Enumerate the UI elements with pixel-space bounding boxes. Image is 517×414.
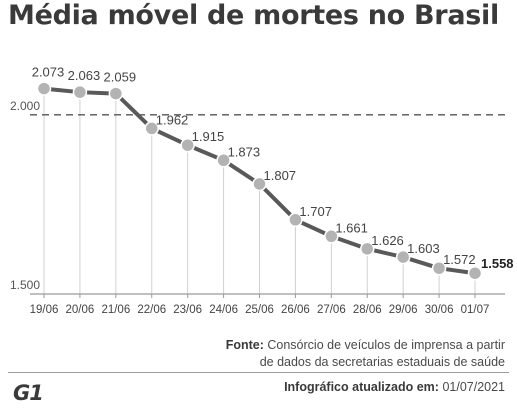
- data-label-28/06: 1.626: [371, 233, 404, 248]
- x-tick-label-19/06: 19/06: [30, 304, 59, 316]
- source-note: Fonte: Consórcio de veículos de imprensa…: [226, 337, 505, 371]
- footer-divider: [8, 372, 509, 373]
- x-tick-label-28/06: 28/06: [353, 304, 382, 316]
- data-point-25/06: [252, 176, 267, 192]
- data-label-30/06: 1.572: [443, 252, 476, 267]
- line-chart: 2.000 1.500 19/06 20/06 21/06 22/06 23/06 24/0…: [10, 65, 514, 316]
- data-point-19/06: [36, 81, 52, 96]
- x-axis-ticks: 19/06 20/06 21/06 22/06 23/06 24/06 25/06 26/06…: [30, 294, 490, 316]
- data-label-26/06: 1.707: [299, 204, 332, 219]
- chart-title: Média móvel de mortes no Brasil: [8, 0, 499, 31]
- data-point-24/06: [216, 153, 231, 168]
- y-axis-ticks: 2.000 1.500: [10, 99, 40, 292]
- data-label-23/06: 1.915: [192, 129, 225, 144]
- x-tick-label-27/06: 27/06: [317, 304, 346, 316]
- data-point-23/06: [180, 137, 195, 153]
- y-tick-label: 1.500: [10, 278, 40, 292]
- vertical-gridlines: [43, 88, 476, 294]
- x-tick-label-24/06: 24/06: [209, 304, 238, 316]
- source-line-1: Consórcio de veículos de imprensa a part…: [267, 338, 505, 352]
- x-tick-label-23/06: 23/06: [173, 304, 202, 316]
- x-tick-label-01/07: 01/07: [461, 304, 490, 316]
- data-point-01/07: [467, 265, 483, 281]
- data-point-20/06: [72, 84, 88, 100]
- data-label-29/06: 1.603: [407, 241, 440, 256]
- data-point-21/06: [108, 86, 124, 101]
- source-label: Fonte:: [225, 338, 264, 352]
- update-label: Infográfico atualizado em:: [284, 380, 439, 394]
- data-point-30/06: [431, 260, 447, 276]
- update-note: Infográfico atualizado em: 01/07/2021: [284, 380, 505, 394]
- data-label-27/06: 1.661: [335, 220, 368, 235]
- x-tick-label-25/06: 25/06: [245, 304, 274, 316]
- data-label-20/06: 2.063: [68, 68, 101, 83]
- x-tick-label-29/06: 29/06: [389, 304, 418, 316]
- data-label-01/07: 1.558: [481, 256, 514, 271]
- data-points: [36, 81, 483, 281]
- data-label-22/06: 1.962: [156, 112, 189, 127]
- data-label-21/06: 2.059: [104, 70, 137, 85]
- update-date: 01/07/2021: [442, 380, 505, 394]
- data-point-26/06: [288, 212, 303, 228]
- data-point-28/06: [360, 241, 375, 257]
- x-tick-label-30/06: 30/06: [425, 304, 454, 316]
- data-label-19/06: 2.073: [32, 65, 65, 80]
- x-tick-label-20/06: 20/06: [66, 304, 95, 316]
- g1-logo: G1: [13, 381, 44, 405]
- data-label-25/06: 1.807: [264, 168, 297, 183]
- x-tick-label-21/06: 21/06: [101, 304, 130, 316]
- source-line-2: de dados da secretarias estaduais de saú…: [259, 355, 505, 369]
- data-point-29/06: [395, 249, 411, 265]
- y-tick-label: 2.000: [10, 99, 40, 113]
- x-tick-label-26/06: 26/06: [281, 304, 310, 316]
- data-label-24/06: 1.873: [228, 144, 261, 159]
- data-point-22/06: [144, 121, 159, 136]
- data-point-27/06: [324, 229, 339, 244]
- x-tick-label-22/06: 22/06: [137, 304, 166, 316]
